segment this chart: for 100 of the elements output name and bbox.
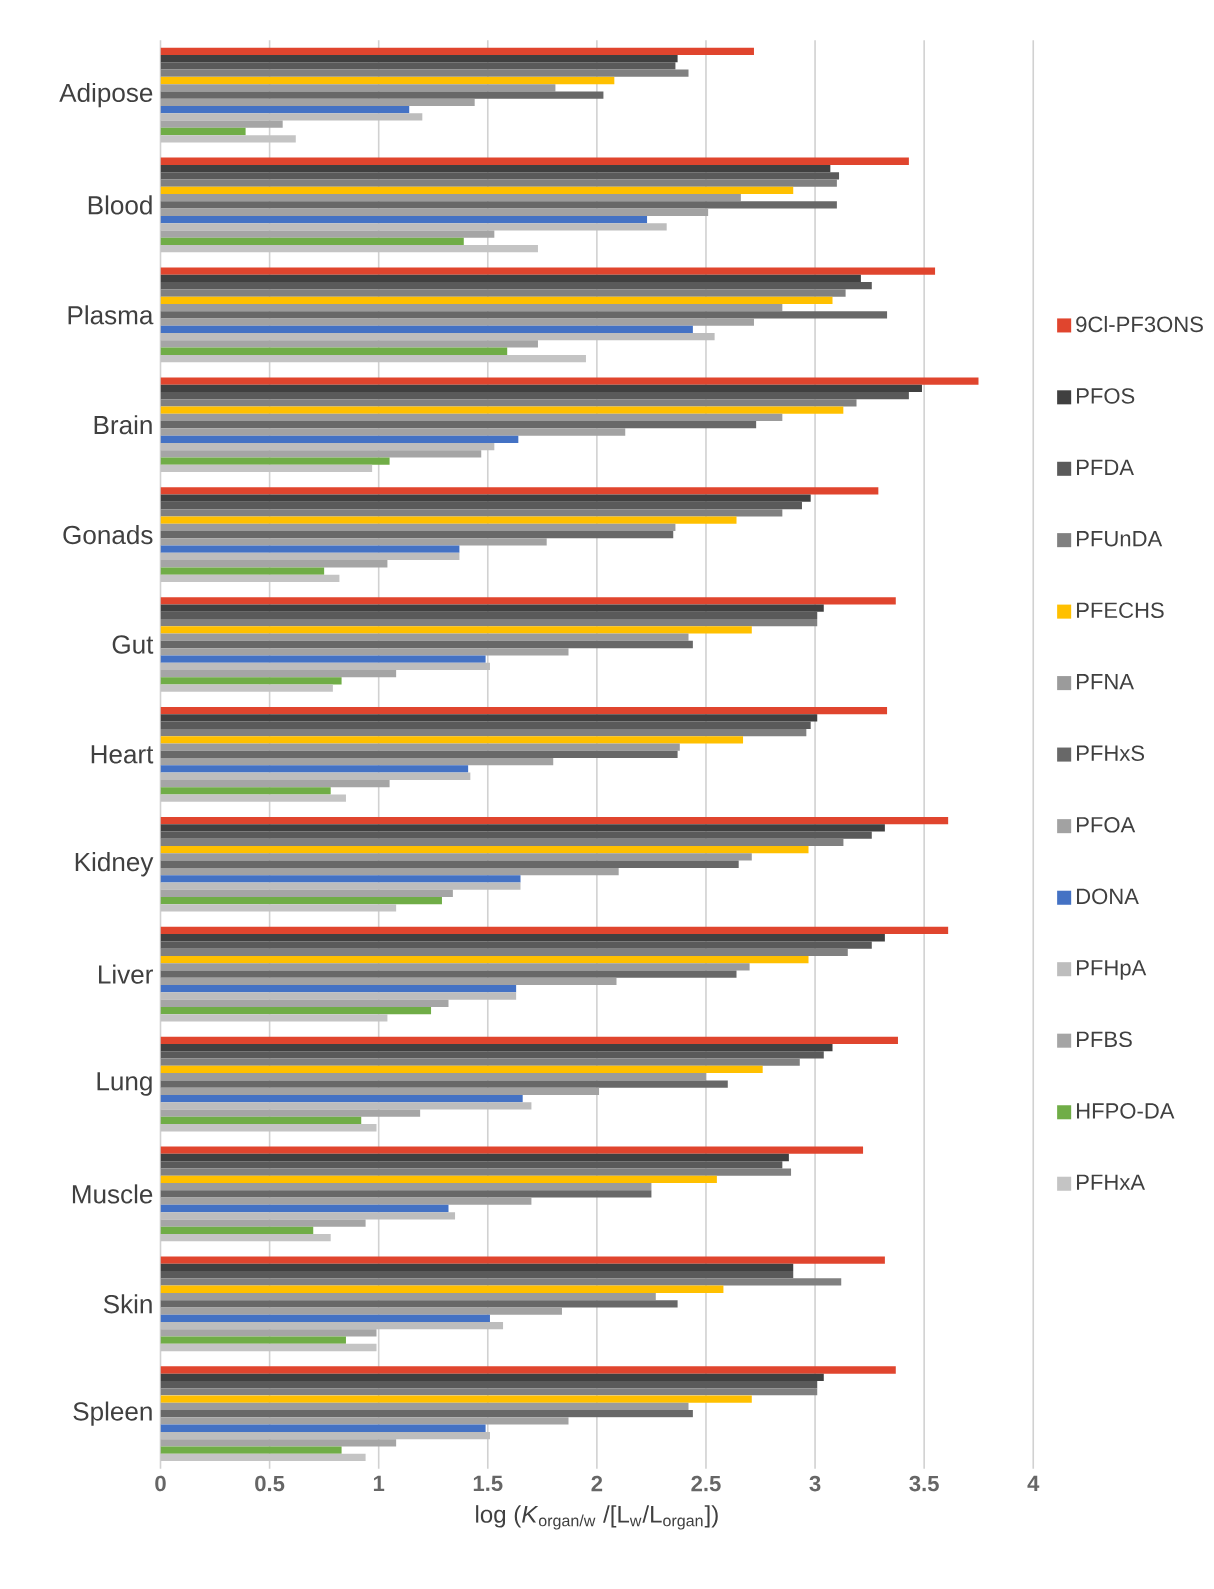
bar xyxy=(160,1336,346,1344)
bar xyxy=(160,62,676,70)
bar xyxy=(160,1292,656,1301)
bar xyxy=(160,743,680,751)
x-tick-label: 2.5 xyxy=(691,1475,721,1492)
bar xyxy=(160,1094,523,1103)
bar xyxy=(160,157,909,165)
legend-label: PFECHS xyxy=(1077,602,1164,619)
bar xyxy=(160,1233,331,1242)
x-tick-label: 0 xyxy=(155,1475,166,1492)
bar xyxy=(160,179,837,187)
y-tick-label: Plasma xyxy=(68,305,154,325)
bar xyxy=(160,1116,362,1125)
x-tick-label: 4 xyxy=(1027,1475,1040,1491)
bar xyxy=(160,1065,763,1074)
bar xyxy=(160,707,888,715)
bar xyxy=(160,421,757,429)
bar xyxy=(160,91,604,99)
bar xyxy=(160,736,744,744)
bar xyxy=(160,758,554,766)
bar xyxy=(160,1197,532,1205)
bar xyxy=(160,904,397,912)
bar xyxy=(160,69,689,77)
bar xyxy=(160,1402,689,1411)
bar xyxy=(160,538,547,546)
bar xyxy=(160,530,674,539)
y-tick-label: Muscle xyxy=(72,1184,153,1204)
legend-label: PFHxA xyxy=(1077,1174,1146,1190)
bar xyxy=(160,194,741,202)
legend-label: 9Cl-PF3ONS xyxy=(1076,315,1203,333)
bar xyxy=(160,399,857,407)
bar xyxy=(160,413,783,422)
bar xyxy=(160,47,754,56)
bar xyxy=(160,516,737,524)
bar xyxy=(160,955,809,964)
bar xyxy=(160,457,390,465)
bar xyxy=(160,501,802,510)
bar xyxy=(160,1300,678,1308)
bar xyxy=(160,648,569,656)
bar xyxy=(160,728,807,737)
bar xyxy=(160,1366,896,1374)
bar xyxy=(160,1373,824,1381)
bar xyxy=(160,714,818,722)
bar xyxy=(160,926,949,935)
legend-label: PFHpA xyxy=(1077,960,1147,980)
y-tick-label: Heart xyxy=(91,745,154,764)
bar xyxy=(160,567,325,575)
legend-label: PFOS xyxy=(1077,388,1135,404)
bar xyxy=(160,340,538,348)
bar xyxy=(160,245,538,253)
bar xyxy=(160,113,423,121)
bar xyxy=(160,1278,842,1286)
legend-label: PFNA xyxy=(1077,674,1134,690)
bar xyxy=(160,838,844,847)
y-tick-label: Lung xyxy=(97,1072,152,1096)
bar xyxy=(160,303,783,312)
bar xyxy=(160,354,586,363)
bar xyxy=(160,824,885,832)
bar xyxy=(160,772,471,780)
bar xyxy=(160,779,390,788)
bar xyxy=(160,428,626,436)
legend-label: PFDA xyxy=(1077,459,1134,475)
bar xyxy=(160,1109,421,1117)
bar xyxy=(160,172,840,180)
bar xyxy=(160,1161,783,1169)
x-tick-label: 1.5 xyxy=(473,1475,503,1492)
bar xyxy=(160,237,464,246)
y-tick-label: Skin xyxy=(103,1294,152,1314)
bar xyxy=(160,846,809,854)
bar xyxy=(160,391,909,400)
bar xyxy=(160,560,388,568)
bar xyxy=(160,1153,789,1162)
bar xyxy=(160,1439,397,1447)
bar xyxy=(160,1036,898,1044)
bar xyxy=(160,1285,724,1293)
bar xyxy=(160,1446,342,1454)
legend-label: PFBS xyxy=(1077,1031,1132,1048)
legend-label: PFUnDA xyxy=(1077,531,1163,547)
bar xyxy=(160,1329,377,1337)
bar xyxy=(160,882,521,890)
bar xyxy=(160,377,979,385)
legend-label: DONA xyxy=(1077,888,1139,905)
bar xyxy=(160,1263,794,1272)
bar xyxy=(160,1307,562,1315)
bar xyxy=(160,208,709,216)
bar xyxy=(160,1204,449,1213)
bar xyxy=(160,794,346,802)
bar xyxy=(160,619,818,627)
bar xyxy=(160,106,410,114)
bar xyxy=(160,464,373,473)
bar xyxy=(160,721,811,729)
bar xyxy=(160,223,667,231)
bar xyxy=(160,655,486,663)
bar xyxy=(160,1226,314,1234)
bar xyxy=(160,289,846,297)
bar xyxy=(160,985,517,993)
bar xyxy=(160,523,676,531)
bar xyxy=(160,347,508,355)
bar xyxy=(160,633,689,641)
bar xyxy=(160,1168,792,1176)
